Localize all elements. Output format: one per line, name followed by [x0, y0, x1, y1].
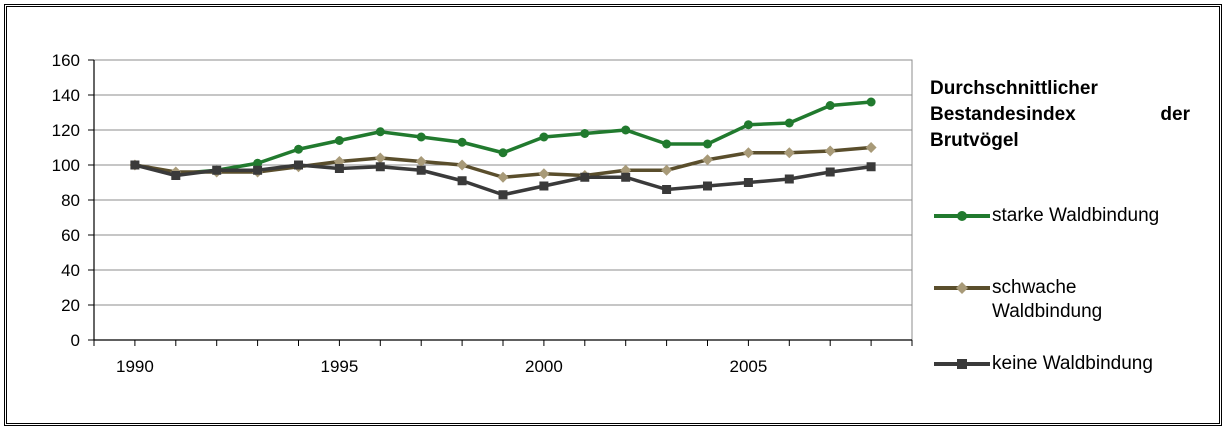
y-tick-label: 40 [61, 261, 80, 280]
axes: 0 20 40 60 80 100 120 140 160 1990 1995 2000 2005 [52, 51, 913, 376]
legend-label-schwache-line-1: schwache [992, 277, 1077, 298]
data-point [253, 165, 263, 175]
data-point [865, 142, 877, 153]
data-point [171, 171, 181, 180]
data-point [457, 137, 467, 147]
series-2 [129, 142, 877, 183]
y-tick-label: 140 [52, 86, 80, 105]
data-point [539, 132, 549, 142]
data-point [824, 145, 836, 157]
data-point [415, 156, 427, 167]
x-tick-label: 2000 [525, 357, 563, 376]
legend-swatch-schwache [934, 282, 990, 294]
data-point [416, 165, 426, 175]
legend-label-starke: starke Waldbindung [992, 205, 1160, 226]
data-point [866, 162, 876, 172]
y-tick-label: 100 [52, 156, 80, 175]
data-point [580, 129, 590, 138]
data-point [703, 139, 712, 149]
data-point [866, 97, 876, 107]
gridlines [93, 59, 913, 341]
x-tick-label: 1990 [116, 357, 154, 376]
data-point [334, 136, 344, 145]
data-point [294, 160, 303, 170]
data-point [743, 178, 753, 187]
data-point [497, 171, 509, 183]
data-point [662, 185, 672, 194]
data-point [457, 176, 467, 186]
data-point [702, 154, 713, 166]
data-point [538, 168, 550, 180]
data-point [743, 120, 753, 130]
x-tick-label: 1995 [320, 357, 358, 376]
data-point [498, 148, 508, 158]
data-point [742, 147, 754, 159]
data-point [253, 158, 263, 168]
data-point [784, 118, 794, 128]
data-point [498, 190, 508, 200]
title-line-3: Brutvögel [930, 130, 1019, 151]
data-point [212, 165, 222, 175]
data-point [130, 160, 140, 170]
x-tick-label: 2005 [729, 357, 767, 376]
y-tick-label: 60 [61, 226, 80, 245]
legend-item-schwache: schwache Waldbindung [930, 276, 1102, 324]
series-1 [130, 97, 876, 179]
data-point [375, 127, 385, 137]
data-point [783, 147, 795, 159]
data-point [825, 167, 835, 177]
data-point [661, 164, 673, 176]
chart-frame [4, 4, 1222, 426]
y-tick-label: 120 [52, 121, 80, 140]
y-tick-label: 80 [61, 191, 80, 210]
data-point [580, 172, 590, 182]
legend-swatch-starke [934, 211, 990, 221]
data-point [662, 139, 672, 149]
legend-item-starke: starke Waldbindung [930, 204, 1159, 228]
title-line-1: Durchschnittlicher [930, 78, 1098, 99]
title-line-2: Bestandesindex der [930, 102, 1190, 128]
series-line [134, 100, 872, 176]
y-tick-label: 0 [71, 331, 80, 350]
data-point [456, 159, 468, 171]
data-point [825, 101, 835, 110]
y-tick-label: 160 [52, 51, 80, 70]
legend-label-schwache-line-2: Waldbindung [992, 301, 1103, 322]
data-point [703, 181, 712, 191]
data-point [334, 164, 344, 173]
data-point [375, 162, 385, 172]
series-group [129, 97, 877, 200]
data-point [539, 181, 549, 191]
data-point [294, 144, 303, 154]
series-3 [130, 160, 876, 200]
legend-swatch-keine [934, 359, 990, 369]
data-point [621, 125, 631, 135]
data-point [416, 132, 426, 142]
data-point [784, 174, 794, 184]
legend-item-keine: keine Waldbindung [930, 352, 1153, 376]
legend-label-schwache: schwache Waldbindung [992, 276, 1102, 324]
data-point [374, 152, 386, 164]
title-line-2-right: der [1160, 104, 1190, 125]
legend-label-keine: keine Waldbindung [992, 353, 1153, 374]
y-tick-label: 20 [61, 296, 80, 315]
data-point [621, 172, 631, 182]
chart-title: Durchschnittlicher Bestandesindex der Br… [930, 76, 1190, 154]
title-line-2-left: Bestandesindex [930, 104, 1076, 125]
